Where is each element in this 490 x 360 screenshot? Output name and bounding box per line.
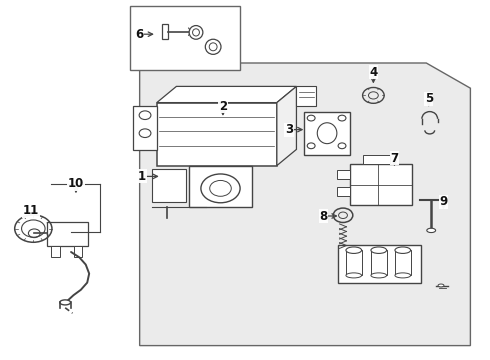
Text: 6: 6 bbox=[136, 28, 144, 41]
Bar bbox=[304, 112, 350, 155]
Bar bbox=[346, 250, 362, 275]
Bar bbox=[189, 166, 252, 207]
Ellipse shape bbox=[371, 273, 387, 278]
Text: 3: 3 bbox=[285, 123, 293, 136]
Bar bbox=[296, 86, 316, 106]
Bar bbox=[350, 164, 412, 205]
Ellipse shape bbox=[395, 247, 411, 253]
Bar bbox=[162, 24, 168, 39]
Ellipse shape bbox=[318, 123, 337, 144]
Bar bbox=[130, 6, 240, 70]
Bar bbox=[51, 246, 60, 257]
Bar bbox=[157, 103, 277, 166]
Ellipse shape bbox=[371, 247, 387, 253]
Bar bbox=[74, 246, 82, 257]
Ellipse shape bbox=[346, 273, 362, 278]
Polygon shape bbox=[157, 86, 296, 103]
Text: 5: 5 bbox=[425, 93, 433, 105]
Ellipse shape bbox=[395, 273, 411, 278]
Ellipse shape bbox=[205, 39, 221, 54]
Bar bbox=[337, 170, 350, 179]
Text: 2: 2 bbox=[219, 100, 227, 113]
Bar bbox=[152, 169, 186, 202]
Ellipse shape bbox=[189, 26, 203, 39]
Bar bbox=[363, 155, 390, 164]
Ellipse shape bbox=[346, 247, 362, 253]
Text: 1: 1 bbox=[138, 170, 146, 183]
Text: 9: 9 bbox=[440, 195, 447, 208]
Text: 11: 11 bbox=[23, 204, 39, 217]
Ellipse shape bbox=[209, 43, 217, 51]
Ellipse shape bbox=[193, 29, 199, 36]
Polygon shape bbox=[277, 86, 296, 166]
Ellipse shape bbox=[427, 228, 436, 233]
Ellipse shape bbox=[60, 300, 71, 305]
Bar bbox=[337, 187, 350, 196]
Bar bbox=[338, 245, 421, 283]
Ellipse shape bbox=[438, 284, 444, 287]
Bar bbox=[133, 106, 157, 150]
Text: 10: 10 bbox=[68, 177, 84, 190]
Text: 7: 7 bbox=[391, 152, 398, 165]
Text: 4: 4 bbox=[369, 66, 377, 78]
Text: 8: 8 bbox=[319, 210, 327, 222]
Bar bbox=[47, 222, 88, 246]
Bar bbox=[371, 250, 387, 275]
Bar bbox=[395, 250, 411, 275]
Polygon shape bbox=[140, 63, 470, 346]
